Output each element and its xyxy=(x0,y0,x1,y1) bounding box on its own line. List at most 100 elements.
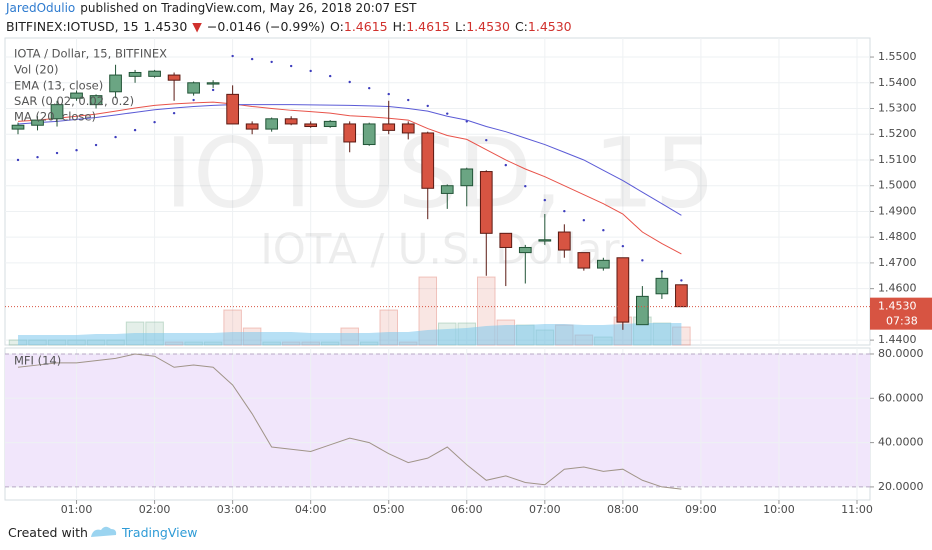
x-tick-label: 11:00 xyxy=(841,503,873,516)
last: 1.4530 xyxy=(143,19,188,34)
candle-body xyxy=(128,71,142,77)
sar-dot xyxy=(153,120,156,124)
symbol: BITFINEX:IOTUSD, 15 xyxy=(6,19,139,34)
x-tick-label: 05:00 xyxy=(373,503,405,516)
sar-dot xyxy=(641,259,644,262)
y-tick-label: 80.0000 xyxy=(878,347,924,360)
change: −0.0146 (−0.99%) xyxy=(206,19,326,34)
brand[interactable]: TradingView xyxy=(121,525,198,540)
candle-body xyxy=(304,123,318,128)
price-pane xyxy=(4,37,871,346)
candle-body xyxy=(401,123,415,134)
candle-body xyxy=(148,70,161,77)
x-tick-label: 07:00 xyxy=(529,503,561,516)
author: JaredOdulio xyxy=(6,1,76,15)
sar-dot xyxy=(485,138,488,142)
sar-dot xyxy=(621,244,625,248)
sar-dot xyxy=(368,86,371,90)
published: published on TradingView.com, May 26, 20… xyxy=(80,1,417,15)
y-tick-label: 60.0000 xyxy=(878,391,924,404)
x-tick-label: 02:00 xyxy=(139,503,171,516)
last-price-box xyxy=(870,297,932,330)
candle-body xyxy=(636,295,649,326)
legend-entry: SAR (0.02, 0.02, 0.2) xyxy=(14,94,134,108)
candle-body xyxy=(265,118,279,130)
y-tick-label: 1.4800 xyxy=(878,230,917,243)
candle-body xyxy=(616,257,630,323)
sar-dot xyxy=(563,209,566,213)
candle-body xyxy=(89,95,103,106)
candle-body xyxy=(382,123,396,131)
candle-body xyxy=(518,246,532,254)
last-price-label: 1.4530 xyxy=(878,300,917,313)
header-line: JaredOdulio published on TradingView.com,… xyxy=(6,1,421,15)
ohlc-value: 1.4530 xyxy=(527,19,572,34)
y-tick-label: 1.4900 xyxy=(878,204,917,217)
ohlc-value: 1.4530 xyxy=(466,19,510,34)
x-tick-label: 09:00 xyxy=(685,503,717,516)
y-tick-label: 1.4700 xyxy=(878,256,917,269)
ohlc-label: L: xyxy=(455,19,467,34)
candle-body xyxy=(440,185,454,194)
indicator-line xyxy=(17,104,682,216)
ohlc-label: C: xyxy=(514,19,528,34)
sar-dot xyxy=(133,128,137,132)
candle-body xyxy=(421,132,435,189)
x-tick-label: 03:00 xyxy=(217,503,249,516)
sar-dot xyxy=(582,218,586,222)
sar-dot xyxy=(289,64,293,68)
y-tick-label: 1.5400 xyxy=(878,76,917,89)
sar-dot xyxy=(75,148,78,152)
candle-body xyxy=(284,118,298,125)
candle-body xyxy=(245,123,259,130)
sar-dot xyxy=(426,104,429,108)
sar-dot xyxy=(114,135,117,139)
y-tick-label: 1.4400 xyxy=(878,333,917,346)
sar-dot xyxy=(211,88,215,92)
y-tick-label: 1.4600 xyxy=(878,282,917,295)
y-tick-label: 1.5300 xyxy=(878,102,917,115)
sar-dot xyxy=(270,60,273,64)
x-tick-label: 08:00 xyxy=(607,503,639,516)
x-tick-label: 04:00 xyxy=(295,503,327,516)
sar-dot xyxy=(387,92,390,96)
candle-body xyxy=(479,171,493,234)
sar-dot xyxy=(407,98,410,102)
candle-body xyxy=(109,74,122,93)
x-tick-label: 01:00 xyxy=(61,503,93,516)
candle-body xyxy=(675,284,688,308)
ohlc-label: H: xyxy=(392,19,407,34)
candle-body xyxy=(187,82,200,94)
sar-dot xyxy=(446,112,449,115)
candle-body xyxy=(206,82,220,85)
mfi-band xyxy=(5,353,870,487)
sar-dot xyxy=(504,163,507,167)
sar-dot xyxy=(328,74,332,78)
sar-dot xyxy=(602,229,605,232)
ohlc-label: O: xyxy=(330,19,344,34)
sar-dot xyxy=(36,155,39,159)
sar-dot xyxy=(55,151,59,155)
candle-body xyxy=(362,123,376,146)
candle-body xyxy=(499,232,513,248)
candle-body xyxy=(70,92,83,99)
symbol-line: BITFINEX:IOTUSD, 15 1.4530 ▼ −0.0146 (−0.99… xyxy=(6,19,577,34)
candle-body xyxy=(460,168,474,187)
candle-body xyxy=(538,239,552,242)
y-tick-label: 1.5000 xyxy=(878,179,917,192)
candle-body xyxy=(11,124,25,130)
y-tick-label: 1.5200 xyxy=(878,127,917,140)
ohlc-value: 1.4615 xyxy=(406,19,450,34)
candle-body xyxy=(577,252,591,269)
ohlc-value: 1.4615 xyxy=(343,19,388,34)
candle-body xyxy=(226,93,239,125)
arrow: ▼ xyxy=(192,19,202,34)
sar-dot xyxy=(543,198,547,202)
sar-dot xyxy=(94,143,98,147)
sar-dot xyxy=(348,80,351,84)
legend-entry: IOTA / Dollar, 15, BITFINEX xyxy=(14,47,167,61)
x-tick-label: 06:00 xyxy=(451,503,483,516)
volume-ma xyxy=(18,323,682,345)
